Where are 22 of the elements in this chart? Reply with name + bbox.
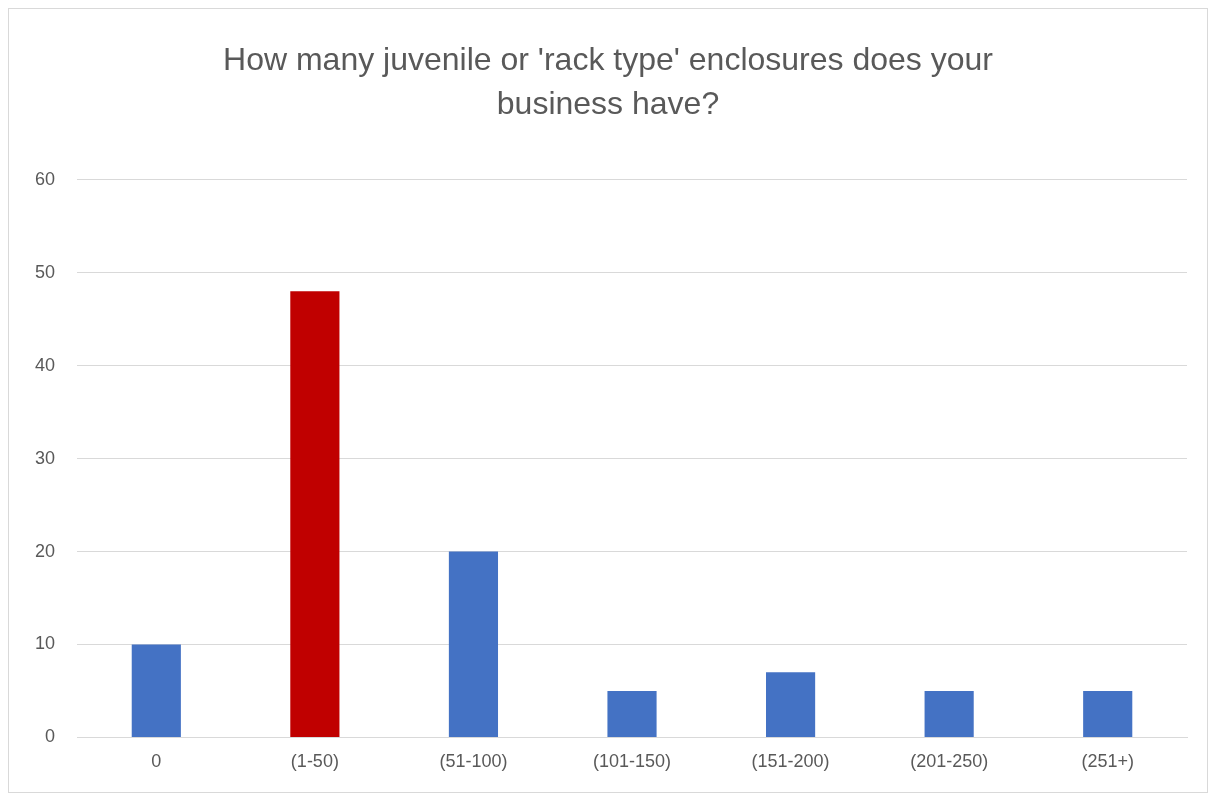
y-tick-label: 50: [34, 261, 56, 282]
bar: [924, 690, 974, 737]
y-tick-label: 40: [34, 354, 56, 375]
y-tick-label: 30: [34, 447, 56, 468]
y-tick-label: 0: [45, 726, 56, 747]
bar: [290, 291, 340, 737]
bar: [448, 551, 499, 737]
x-tick-label: (151-200): [751, 751, 830, 772]
x-tick-label: (1-50): [290, 751, 339, 772]
chart-title: How many juvenile or 'rack type' enclosures does your business have?: [222, 40, 994, 123]
y-tick-label: 10: [34, 633, 56, 654]
y-tick-label: 60: [34, 168, 56, 189]
x-tick-label: (201-250): [910, 751, 989, 772]
bar: [607, 690, 657, 737]
x-tick-label: (51-100): [439, 751, 508, 772]
bar: [766, 672, 816, 737]
x-tick-label: (251+): [1081, 751, 1134, 772]
x-tick-label: 0: [151, 751, 162, 772]
bar: [1083, 690, 1133, 737]
x-tick-label: (101-150): [592, 751, 672, 772]
y-tick-label: 20: [34, 540, 56, 561]
bar: [131, 644, 181, 737]
